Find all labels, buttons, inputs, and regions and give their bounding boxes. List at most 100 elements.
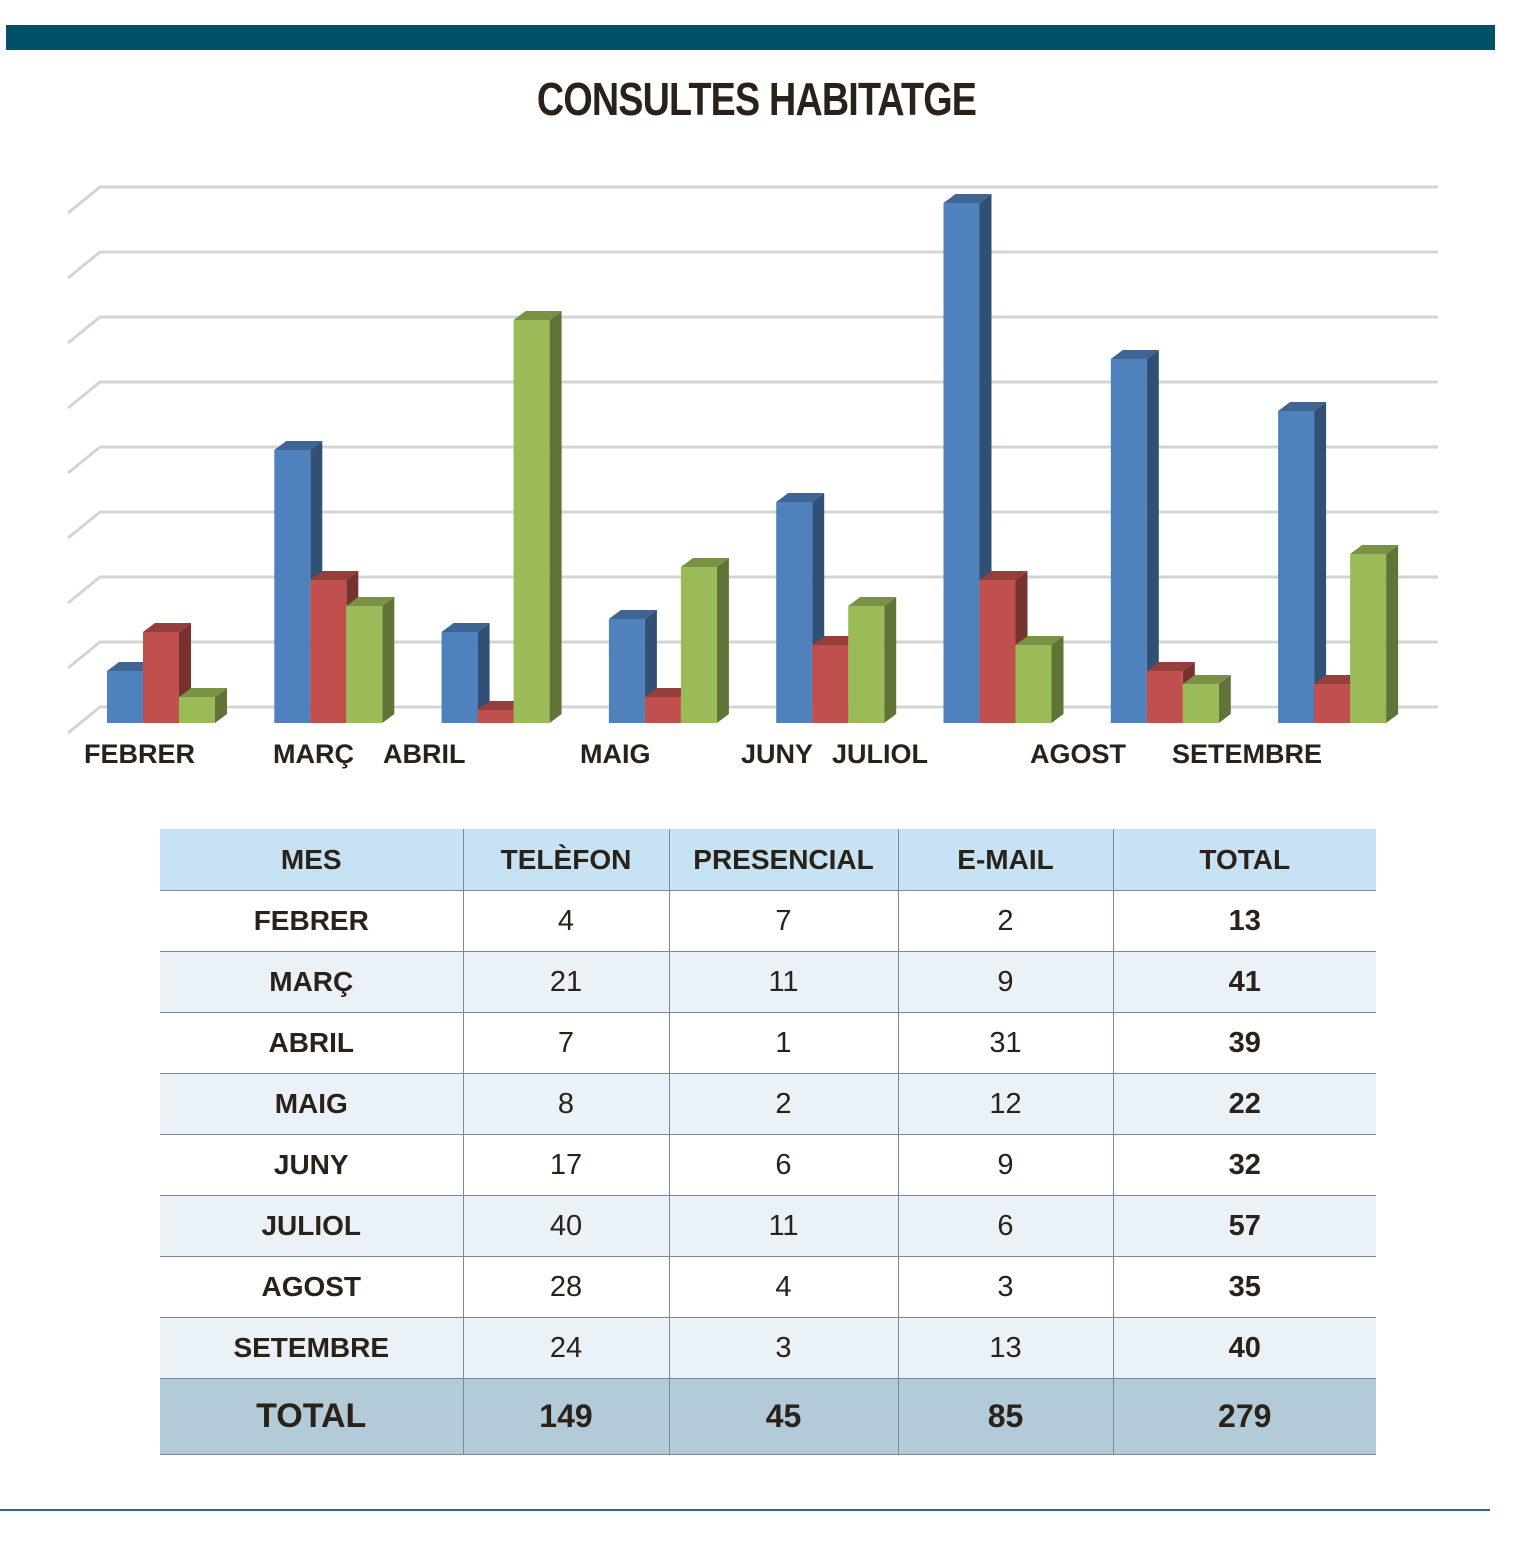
total-label: TOTAL [160,1378,463,1455]
bar-top [1350,545,1399,554]
table-header-row: MES TELÈFON PRESENCIAL E-MAIL TOTAL [160,829,1376,891]
data-table: MES TELÈFON PRESENCIAL E-MAIL TOTAL FEBR… [160,829,1376,1455]
bar-front [346,606,383,723]
bar-front [143,632,179,723]
bar-front [943,203,980,723]
gridline [67,510,1438,540]
table-row: FEBRER 4 7 2 13 [160,890,1376,952]
cell-presencial: 11 [668,1195,898,1257]
bar-top [441,623,490,632]
cell-telefon: 4 [462,890,669,952]
bar-side [1218,675,1231,723]
cell-email: 2 [897,890,1113,952]
bar-top [179,688,227,697]
table-row: MARÇ 21 11 9 41 [160,951,1376,1013]
top-banner-bar [6,25,1495,50]
bar-front [680,567,717,723]
bar-top [143,623,191,632]
bar-top [346,597,395,606]
bar-side [884,597,897,723]
bar-top [1146,662,1195,671]
cell-presencial: 6 [668,1134,898,1196]
chart-title: CONSULTES HABITATGE [536,73,977,125]
bar [1110,350,1159,723]
bar-side [716,558,729,723]
x-axis-labels: FEBRER MARÇ ABRIL MAIG JUNY JULIOL AGOST SETEMB… [84,739,1322,769]
cell-telefon: 40 [462,1195,669,1257]
table-row: ABRIL 7 1 31 39 [160,1012,1376,1074]
cell-month: JUNY [160,1134,463,1196]
cell-month: MARÇ [160,951,463,1013]
bar-front [1182,684,1219,723]
cell-presencial: 2 [668,1073,898,1135]
bar-top [513,311,562,320]
cell-telefon: 7 [462,1012,669,1074]
cell-presencial: 4 [668,1256,898,1318]
bar-front [441,632,478,723]
table-row: JUNY 17 6 9 32 [160,1134,1376,1196]
header-mes: MES [160,829,463,891]
bar-front [477,710,514,723]
gridline [67,705,1438,735]
bar-front [1350,554,1387,723]
bar-front [979,580,1016,723]
bar-front [1278,411,1315,723]
bar [848,597,897,723]
cell-email: 3 [897,1256,1113,1318]
cell-total: 40 [1112,1317,1376,1379]
bar-side [549,311,562,723]
cell-email: 31 [897,1012,1113,1074]
cell-month: JULIOL [160,1195,463,1257]
header-email: E-MAIL [897,829,1113,891]
header-presencial: PRESENCIAL [668,829,898,891]
cell-month: FEBRER [160,890,463,952]
bar-top [943,194,992,203]
cell-month: SETEMBRE [160,1317,463,1379]
bar-front [274,450,311,723]
bar-front [608,619,645,723]
bar-front [1314,684,1351,723]
gridline [67,445,1438,475]
bar-top [310,571,359,580]
cell-telefon: 8 [462,1073,669,1135]
bar-front [1110,359,1147,723]
bar [1015,636,1064,723]
cell-presencial: 7 [668,890,898,952]
x-tick-label: MAIG [580,739,651,769]
header-total: TOTAL [1112,829,1376,891]
table-row: JULIOL 40 11 6 57 [160,1195,1376,1257]
bottom-divider [0,1509,1490,1511]
bar-side [215,688,227,723]
table-row: MAIG 8 2 12 22 [160,1073,1376,1135]
bar-top [776,493,825,502]
bar-top [979,571,1028,580]
cell-month: MAIG [160,1073,463,1135]
total-telefon: 149 [462,1378,669,1455]
cell-month: ABRIL [160,1012,463,1074]
bar [680,558,729,723]
bar-side [1146,350,1159,723]
x-tick-label: MARÇ [273,739,354,769]
table-total-row: TOTAL 149 45 85 279 [160,1378,1376,1455]
bar-front [848,606,885,723]
gridline [67,250,1438,280]
bar-front [310,580,347,723]
cell-telefon: 21 [462,951,669,1013]
bar-side [1314,402,1327,723]
bar-front [1015,645,1052,723]
x-tick-label: SETEMBRE [1172,739,1322,769]
cell-total: 57 [1112,1195,1376,1257]
bar-side [477,623,490,723]
cell-presencial: 11 [668,951,898,1013]
bar-front [776,502,813,723]
x-tick-label: JULIOL [832,739,928,769]
cell-total: 39 [1112,1012,1376,1074]
cell-email: 6 [897,1195,1113,1257]
bar-side [1386,545,1399,723]
bar [1350,545,1399,723]
gridline [67,380,1438,410]
cell-email: 9 [897,1134,1113,1196]
bar-top [848,597,897,606]
bar [608,610,657,723]
gridline [67,315,1438,345]
